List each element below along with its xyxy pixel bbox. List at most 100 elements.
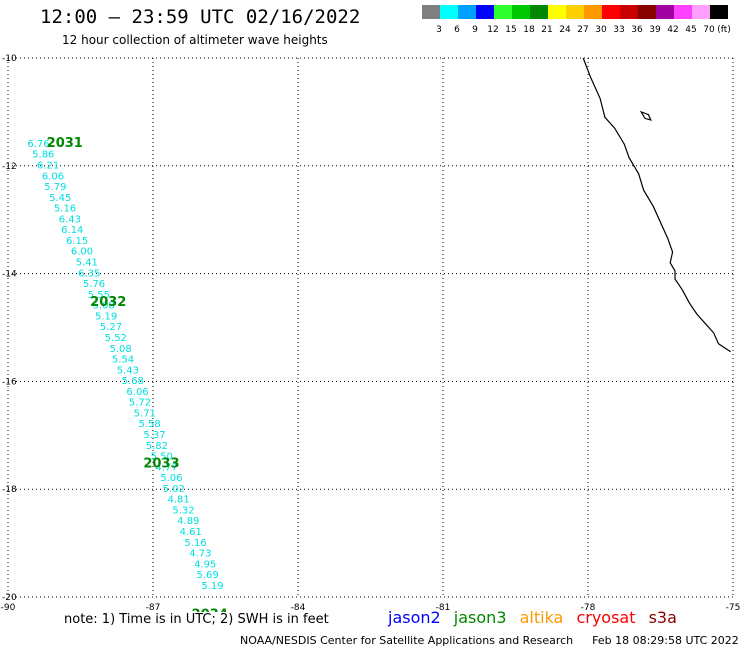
colorbar-swatch [656, 5, 674, 19]
footer-timestamp: Feb 18 08:29:58 UTC 2022 [592, 634, 739, 647]
colorbar-label: 39 [649, 25, 661, 35]
wave-height-label: 5.68 [122, 376, 144, 387]
wave-height-label: 5.32 [172, 505, 194, 516]
colorbar-swatch [584, 5, 602, 19]
lon-tick-label: -84 [291, 603, 306, 612]
colorbar-swatch [548, 5, 566, 19]
colorbar-swatch [620, 5, 638, 19]
wave-height-label: 5.08 [93, 301, 115, 312]
satellite-legend-s3a: s3a [648, 608, 677, 627]
wave-height-label: 5.16 [184, 538, 206, 549]
colorbar-label: 36 [631, 25, 643, 35]
wave-height-label: 5.45 [49, 193, 71, 204]
map-subtitle: 12 hour collection of altimeter wave hei… [62, 33, 328, 47]
wave-height-label: 5.50 [151, 452, 173, 463]
colorbar-label: 45 [685, 25, 696, 35]
colorbar-label: 21 [541, 25, 552, 35]
lat-tick-label: -12 [2, 162, 17, 172]
colorbar-label: 3 [436, 25, 442, 35]
wave-height-label: 6.76 [27, 139, 49, 150]
wave-height-label: 5.37 [143, 430, 165, 441]
wave-height-label: 6.15 [66, 236, 88, 247]
colorbar-label: 70 [703, 25, 715, 35]
wave-height-label: 5.19 [95, 311, 117, 322]
wave-height-label: 5.79 [44, 182, 66, 193]
satellite-legend: jason2 jason3 altika cryosat s3a [388, 608, 685, 627]
wave-height-label: 5.52 [105, 333, 127, 344]
colorbar-swatch [494, 5, 512, 19]
colorbar-swatch [602, 5, 620, 19]
wave-height-label: 5.71 [134, 408, 156, 419]
wave-height-label: 6.14 [61, 225, 83, 236]
colorbar-swatch [638, 5, 656, 19]
lat-tick-label: -16 [2, 377, 17, 387]
colorbar-label: 18 [523, 25, 535, 35]
colorbar-swatch [710, 5, 728, 19]
pass-number-label: 2032 [90, 295, 126, 310]
wave-height-label: 5.19 [201, 581, 223, 592]
colorbar-swatch [422, 5, 440, 19]
colorbar-label: 27 [577, 25, 588, 35]
coastline [582, 57, 731, 353]
wave-height-label: 5.82 [146, 441, 168, 452]
wave-height-label: 5.58 [139, 419, 161, 430]
satellite-legend-cryosat: cryosat [576, 608, 636, 627]
colorbar-label: 33 [613, 25, 624, 35]
map-title: 12:00 – 23:59 UTC 02/16/2022 [40, 6, 361, 28]
colorbar-label: 30 [595, 25, 607, 35]
wave-height-label: 6.00 [71, 247, 93, 258]
wave-height-colorbar: 3 6 9 12 15 18 21 24 27 30 33 36 39 42 45 70 (ft) [422, 5, 731, 35]
wave-height-label: 5.72 [129, 398, 151, 409]
wave-height-label: 5.76 [83, 279, 105, 290]
wave-height-label: 6.43 [59, 214, 81, 225]
wave-height-label: 5.69 [197, 570, 219, 581]
lat-tick-label: -10 [2, 54, 17, 64]
wave-height-label: 4.89 [177, 516, 199, 527]
wave-height-label: 6.06 [126, 387, 148, 398]
wave-height-label: 5.16 [54, 204, 76, 215]
lon-tick-label: -90 [1, 603, 16, 612]
pass-number-label: 2031 [47, 136, 83, 151]
footer-credit: NOAA/NESDIS Center for Satellite Applica… [240, 634, 574, 647]
units-note: note: 1) Time is in UTC; 2) SWH is in fe… [64, 612, 329, 627]
satellite-legend-altika: altika [519, 608, 564, 627]
wave-height-label: 5.55 [88, 290, 110, 301]
colorbar-label: 9 [472, 25, 478, 35]
lon-tick-label: -75 [726, 603, 740, 612]
lon-tick-label: -87 [146, 603, 161, 612]
colorbar-swatch [566, 5, 584, 19]
pass-number-label: 2034 [192, 608, 228, 612]
lat-tick-label: -18 [2, 485, 17, 495]
lat-tick-label: -20 [2, 593, 17, 603]
wave-height-label: 6.21 [37, 160, 59, 171]
colorbar-swatch [476, 5, 494, 19]
altimeter-map: -90 -87 -84 -81 -78 -75 -10 -12 -14 -16 -18 -20 6.76… [1, 54, 740, 612]
lat-tick-label: -14 [2, 270, 17, 280]
wave-height-label: 6.35 [78, 268, 100, 279]
pass-number-label: 2033 [143, 457, 179, 472]
colorbar-label: 12 [487, 25, 498, 35]
wave-height-label: 5.86 [32, 150, 54, 161]
colorbar-swatch [440, 5, 458, 19]
wave-height-label: 4.73 [189, 549, 211, 560]
colorbar-swatch [692, 5, 710, 19]
wave-height-label: 6.06 [42, 171, 64, 182]
colorbar-swatch [512, 5, 530, 19]
wave-height-label: 5.27 [100, 322, 122, 333]
wave-height-label: 4.81 [168, 495, 190, 506]
wave-height-label: 5.43 [117, 365, 139, 376]
wave-height-label: 4.77 [155, 462, 177, 473]
satellite-legend-jason2: jason2 [388, 608, 441, 627]
footer: NOAA/NESDIS Center for Satellite Applica… [240, 634, 739, 647]
lon-tick-label: -81 [436, 603, 451, 612]
colorbar-label: 6 [454, 25, 460, 35]
wave-height-label: 4.95 [194, 559, 216, 570]
colorbar-swatch [458, 5, 476, 19]
wave-height-label: 5.08 [110, 344, 132, 355]
wave-height-label: 5.41 [76, 258, 98, 269]
colorbar-unit: (ft) [717, 25, 731, 35]
colorbar-label: 24 [559, 25, 571, 35]
lon-tick-label: -78 [581, 603, 596, 612]
colorbar-label: 15 [505, 25, 516, 35]
colorbar-swatch [530, 5, 548, 19]
